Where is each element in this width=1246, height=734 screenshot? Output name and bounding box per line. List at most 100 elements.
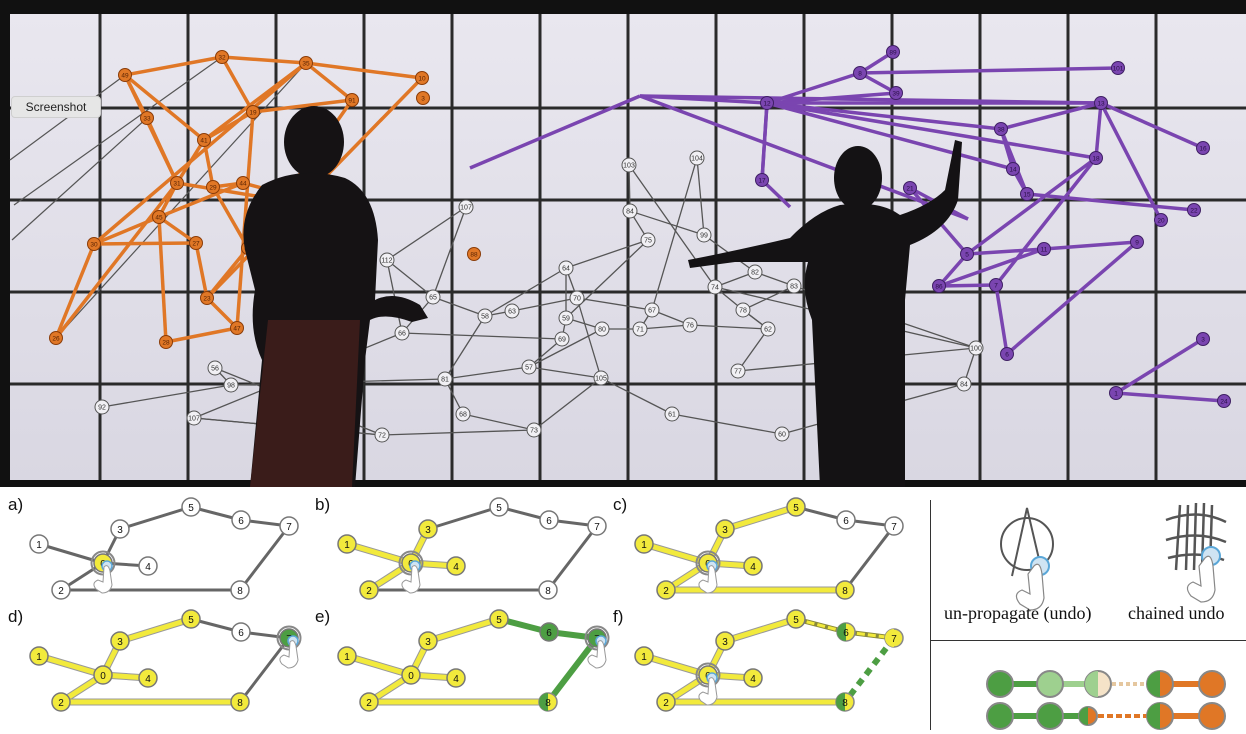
wall-node-label: 101 — [1113, 66, 1124, 73]
panel-node — [884, 516, 904, 536]
panel-edge — [427, 616, 500, 644]
wall-grey-edge — [381, 429, 535, 436]
wall-node-label: 16 — [1199, 146, 1207, 153]
wall-node-label: 39 — [892, 91, 900, 98]
wall-node-grey — [558, 260, 574, 276]
wall-purple-edge — [994, 156, 1098, 287]
wall-purple-edge — [1115, 337, 1204, 395]
wall-node-grey — [207, 360, 223, 376]
touch-hand-icon — [587, 635, 607, 669]
wall-node-grey — [786, 278, 802, 294]
wall-node-label: 17 — [758, 178, 766, 185]
gesture-legend — [986, 502, 1227, 730]
wall-node-label: 89 — [889, 50, 897, 57]
wall-node-label: 19 — [249, 110, 257, 117]
wall-purple-edge — [1026, 192, 1195, 212]
wall-node-label: 24 — [1220, 399, 1228, 406]
panel-edge — [795, 617, 847, 634]
wall-orange-edge — [92, 61, 308, 246]
wall-orange-edge — [157, 216, 168, 343]
wall-node-purple — [1111, 61, 1125, 75]
wall-node-orange — [152, 210, 166, 224]
panel-edge — [38, 653, 104, 678]
wall-node-purple — [932, 279, 946, 293]
wall-node-grey — [223, 377, 239, 393]
panel-node — [401, 665, 421, 685]
panel-node — [715, 519, 735, 539]
wall-node-label: 69 — [558, 337, 566, 344]
panel-edge — [643, 541, 709, 566]
wall-node-purple — [989, 278, 1003, 292]
panel-edge — [545, 636, 600, 704]
panel-node — [587, 516, 607, 536]
wall-node-label: 58 — [481, 314, 489, 321]
wall-node-orange — [467, 247, 481, 261]
wall-node-orange — [118, 68, 132, 82]
panel-edge — [724, 504, 797, 532]
panel-node-label: 3 — [722, 525, 728, 536]
wall-node-grey — [640, 232, 656, 248]
panel-node-half — [539, 693, 548, 711]
panel-node-label: 3 — [722, 637, 728, 648]
wall-node-label: 72 — [378, 433, 386, 440]
wall-node-label: 82 — [751, 270, 759, 277]
panel-node — [138, 668, 158, 688]
wall-node-label: 27 — [192, 241, 200, 248]
wall-node-orange — [189, 236, 203, 250]
wall-grey-edge — [101, 384, 232, 408]
wall-node-label: 99 — [700, 233, 708, 240]
panel-edge — [38, 542, 104, 565]
panel-node — [446, 556, 466, 576]
wall-purple-edge — [766, 101, 1014, 171]
wall-node-orange — [197, 133, 211, 147]
wall-node-label: 91 — [348, 98, 356, 105]
panel-node-half — [837, 623, 846, 641]
panel-edge — [346, 653, 412, 678]
wall-node-label: 83 — [790, 284, 798, 291]
wall-node-label: 80 — [598, 327, 606, 334]
wall-orange-edge — [194, 242, 209, 299]
panel-node-label: 7 — [891, 522, 897, 533]
wall-node-grey — [569, 290, 585, 306]
panel-node — [181, 609, 201, 629]
panel-node-label: 6 — [238, 628, 244, 639]
wall-grey-edge — [444, 315, 486, 380]
wall-grey-edge — [629, 210, 705, 236]
wall-grey-edge — [444, 366, 530, 380]
panel-b-label: b) — [315, 495, 331, 514]
panel-node-label: 7 — [594, 522, 600, 533]
wall-node-orange — [236, 176, 250, 190]
wall-node-grey — [558, 310, 574, 326]
panel-node-label: 7 — [891, 634, 897, 645]
panel-node-label: 1 — [36, 540, 42, 551]
panel-node — [110, 631, 130, 651]
wall-node-label: 77 — [734, 369, 742, 376]
wall-grey-edge — [576, 297, 653, 311]
wall-node-orange — [230, 321, 244, 335]
panel-node — [539, 622, 559, 642]
wall-node-orange — [200, 291, 214, 305]
panel-graph: 012345678 — [634, 497, 904, 600]
wall-node-grey — [504, 303, 520, 319]
wall-node-label: 29 — [209, 185, 217, 192]
panel-a-label: a) — [8, 495, 24, 514]
wall-orange-edge — [220, 56, 255, 113]
screenshot-button[interactable]: Screenshot — [11, 96, 101, 118]
wall-node-label: 73 — [530, 428, 538, 435]
wall-node-purple — [994, 122, 1008, 136]
wall-node-label: 56 — [211, 366, 219, 373]
wall-grey-edge — [737, 328, 769, 372]
panel-node — [29, 534, 49, 554]
wall-node-label: 92 — [98, 405, 106, 412]
wall-grey-edge — [651, 157, 698, 311]
panel-node-half — [885, 629, 894, 647]
wall-node-label: 21 — [906, 186, 914, 193]
wall-node-grey — [682, 317, 698, 333]
panel-node — [835, 580, 855, 600]
wall-grey-edge — [528, 366, 602, 379]
wall-node-label: 3 — [1201, 337, 1205, 344]
panel-e-label: e) — [315, 607, 331, 626]
panel-node-label: 4 — [453, 562, 459, 573]
wall-node-grey — [621, 157, 637, 173]
wall-node-grey — [632, 321, 648, 337]
